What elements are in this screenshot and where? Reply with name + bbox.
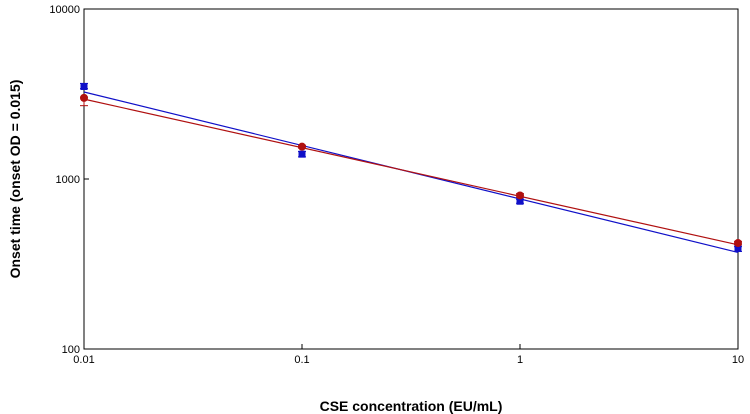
data-point [80, 93, 88, 102]
data-point [80, 83, 88, 91]
data-point [734, 239, 742, 248]
x-axis: 0.01 0.1 1 10 [73, 344, 744, 366]
y-axis: 100 1000 10000 [49, 4, 89, 356]
y-tick-label: 10000 [49, 4, 80, 16]
series-layer [80, 82, 742, 253]
data-point [516, 191, 524, 200]
x-tick-label: 1 [517, 354, 523, 366]
series-2 [80, 93, 742, 248]
data-point [298, 142, 306, 151]
y-tick-label: 100 [62, 344, 80, 356]
plot-area [83, 8, 739, 350]
y-tick-label: 1000 [56, 174, 80, 186]
data-point [516, 197, 524, 205]
x-tick-label: 10 [732, 354, 744, 366]
y-axis-title: Onset time (onset OD = 0.015) [7, 80, 23, 279]
data-point [298, 150, 306, 158]
x-tick-label: 0.01 [73, 354, 94, 366]
x-axis-title: CSE concentration (EU/mL) [320, 398, 503, 414]
fit-line [83, 98, 739, 246]
data-point [734, 245, 742, 253]
x-tick-label: 0.1 [294, 354, 309, 366]
